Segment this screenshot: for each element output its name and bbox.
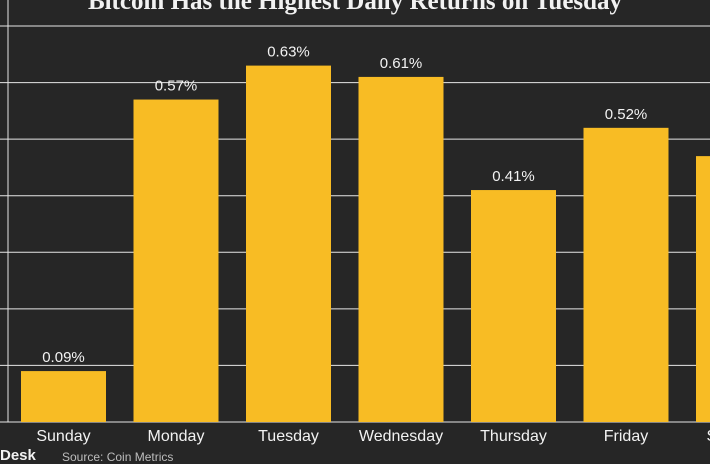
bars [21,65,710,423]
x-tick-monday: Monday [148,428,205,445]
x-tick-friday: Friday [604,428,648,445]
footer-brand: Desk [0,447,36,464]
data-label-monday: 0.57% [155,78,198,95]
x-tick-labels: Sunday Monday Tuesday Wednesday Thursday Frid… [36,428,710,445]
x-tick-tuesday: Tuesday [258,428,319,445]
x-tick-sunday: Sunday [36,428,90,445]
bar-sunday [21,371,106,422]
data-label-friday: 0.52% [605,106,648,123]
bar-monday [133,99,219,423]
bar-tuesday [246,65,331,422]
x-tick-thursday: Thursday [480,428,547,445]
bar-friday [583,127,669,422]
x-tick-wednesday: Wednesday [359,428,443,445]
data-labels: 0.09% 0.57% 0.63% 0.61% 0.41% 0.52% [42,44,647,366]
x-tick-saturday: Saturday [706,428,710,445]
data-label-tuesday: 0.63% [267,44,310,61]
data-label-sunday: 0.09% [42,349,85,366]
bar-thursday [471,190,556,422]
chart-title: Bitcoin Has the Highest Daily Returns on… [87,0,623,15]
data-label-wednesday: 0.61% [380,55,423,72]
bar-saturday [696,156,710,422]
data-label-thursday: 0.41% [492,168,535,185]
bar-wednesday [358,76,444,423]
footer-source: Source: Coin Metrics [62,450,174,464]
